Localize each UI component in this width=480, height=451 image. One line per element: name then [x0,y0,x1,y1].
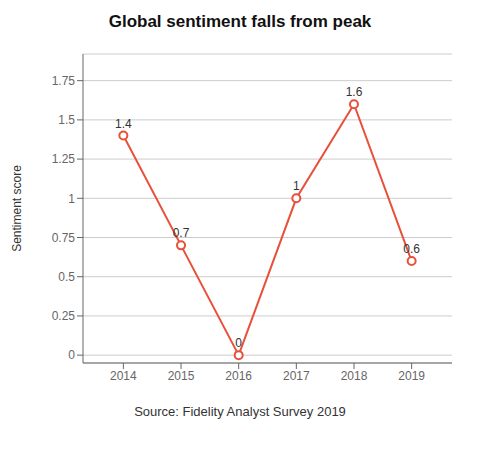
svg-text:Sentiment score: Sentiment score [10,165,24,252]
svg-text:0: 0 [235,336,242,350]
svg-text:0: 0 [68,348,75,362]
svg-text:1.6: 1.6 [346,85,363,99]
svg-text:2019: 2019 [398,369,425,383]
svg-text:2014: 2014 [110,369,137,383]
svg-text:2016: 2016 [225,369,252,383]
svg-text:2015: 2015 [168,369,195,383]
svg-text:1.75: 1.75 [52,74,76,88]
svg-text:1.5: 1.5 [58,113,75,127]
html-text:Global sentiment falls from pe: Global sentiment falls from peak [108,12,372,31]
svg-text:2017: 2017 [283,369,310,383]
svg-text:0.75: 0.75 [52,231,76,245]
svg-text:1: 1 [293,179,300,193]
svg-text:0.6: 0.6 [403,242,420,256]
svg-text:0.7: 0.7 [173,226,190,240]
svg-text:1.4: 1.4 [115,117,132,131]
svg-text:1.25: 1.25 [52,152,76,166]
svg-text:2018: 2018 [341,369,368,383]
svg-text:0.5: 0.5 [58,270,75,284]
svg-text:0.25: 0.25 [52,309,76,323]
html-text:Source: Fidelity Analyst Surve: Source: Fidelity Analyst Survey 2019 [134,404,346,419]
svg-text:1: 1 [68,192,75,206]
